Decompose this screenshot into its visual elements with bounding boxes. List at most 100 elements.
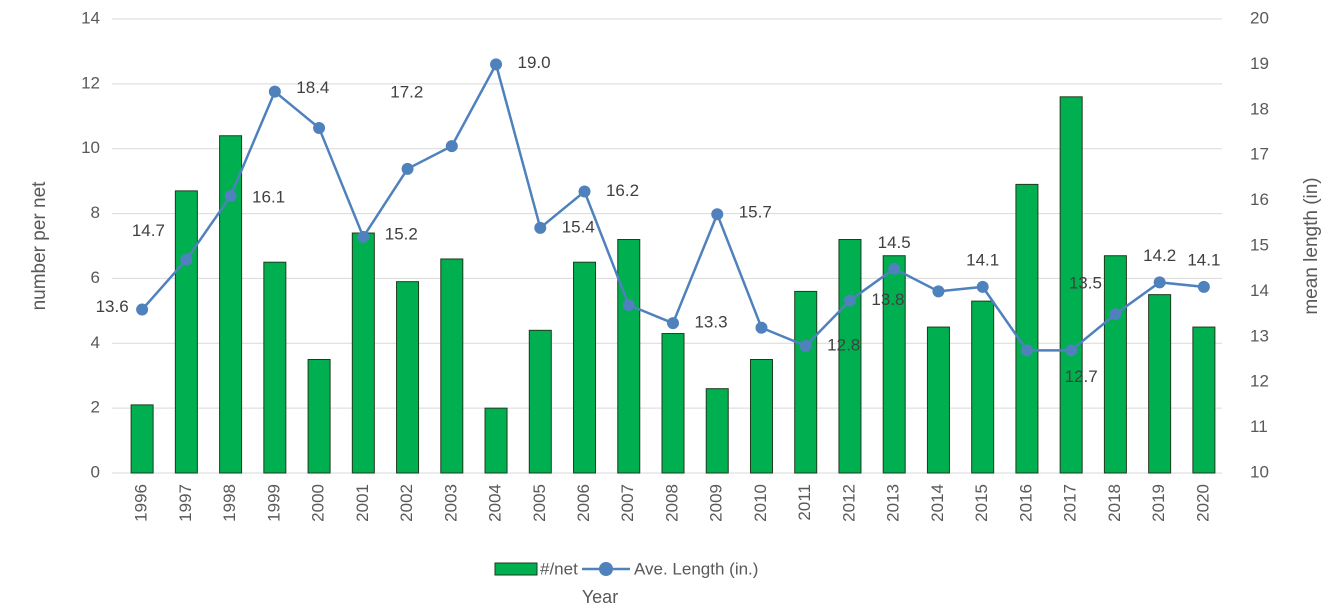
legend-marker (599, 562, 613, 576)
data-label: 15.2 (385, 224, 418, 243)
y-tick-label: 0 (91, 462, 100, 481)
bar (219, 135, 243, 474)
line-marker (136, 303, 149, 316)
bar (661, 333, 685, 474)
bar (926, 326, 950, 474)
bar (971, 300, 995, 474)
data-label: 15.4 (562, 217, 595, 236)
bar (351, 232, 375, 474)
line (141, 61, 1205, 352)
bar (174, 190, 198, 474)
y2-tick-label: 13 (1250, 326, 1269, 345)
bar (838, 239, 862, 474)
x-tick-label: 2016 (1016, 484, 1035, 522)
line-marker (888, 262, 901, 275)
y-tick-label: 12 (81, 73, 100, 92)
x-axis-title: Year (582, 587, 618, 607)
data-label: 12.8 (827, 335, 860, 354)
y2-tick-label: 18 (1250, 99, 1269, 118)
y2-tick-label: 10 (1250, 462, 1269, 481)
data-label: 15.7 (739, 203, 772, 222)
bar (528, 329, 552, 474)
line-marker (1153, 276, 1166, 289)
x-tick-label: 2003 (441, 484, 460, 522)
line-marker (711, 208, 724, 221)
bar (307, 359, 331, 474)
x-tick-label: 2007 (618, 484, 637, 522)
x-tick-label: 1998 (220, 484, 239, 522)
y2-tick-label: 16 (1250, 190, 1269, 209)
data-label: 13.8 (871, 290, 904, 309)
legend-swatch (494, 562, 538, 576)
x-tick-label: 2010 (751, 484, 770, 522)
x-tick-label: 2017 (1061, 484, 1080, 522)
x-tick-label: 2006 (574, 484, 593, 522)
bar (130, 404, 154, 474)
data-label: 13.6 (96, 297, 129, 316)
bar (749, 359, 773, 474)
line-marker (401, 162, 414, 175)
line-marker (799, 339, 812, 352)
y2-tick-label: 15 (1250, 235, 1269, 254)
bar (1103, 255, 1127, 474)
line-marker (313, 121, 326, 134)
x-tick-label: 2009 (707, 484, 726, 522)
x-tick-label: 1999 (264, 484, 283, 522)
y2-tick-label: 11 (1250, 417, 1268, 436)
x-tick-label: 2004 (486, 484, 505, 522)
x-tick-label: 2018 (1105, 484, 1124, 522)
y-tick-label: 8 (91, 203, 100, 222)
x-tick-label: 2012 (839, 484, 858, 522)
x-tick-label: 2000 (309, 484, 328, 522)
legend-label: #/net (540, 559, 578, 578)
y-axis-title: number per net (29, 181, 50, 311)
data-label: 14.2 (1143, 246, 1176, 265)
data-label: 12.7 (1065, 367, 1098, 386)
x-tick-label: 1997 (176, 484, 195, 522)
line-marker (1197, 280, 1210, 293)
x-tick-label: 2014 (928, 484, 947, 522)
line-marker (490, 58, 503, 71)
bar (617, 239, 641, 474)
data-label: 14.7 (132, 221, 165, 240)
x-tick-label: 1996 (132, 484, 151, 522)
line-marker (622, 299, 635, 312)
line-marker (1109, 308, 1122, 321)
data-label: 13.5 (1069, 274, 1102, 293)
y-tick-label: 14 (81, 8, 100, 27)
line-marker (445, 140, 458, 153)
line-marker (180, 253, 193, 266)
bar (1192, 326, 1216, 474)
bar (794, 290, 818, 474)
line-marker (976, 280, 989, 293)
x-tick-label: 2008 (662, 484, 681, 522)
line-marker (268, 85, 281, 98)
line-marker (357, 230, 370, 243)
x-tick-label: 2015 (972, 484, 991, 522)
data-label: 13.3 (694, 313, 727, 332)
y2-tick-label: 14 (1250, 281, 1269, 300)
line-marker (932, 285, 945, 298)
y2-tick-label: 20 (1250, 8, 1269, 27)
bar (263, 261, 287, 474)
line-marker (843, 294, 856, 307)
bar (440, 258, 464, 474)
x-tick-label: 2011 (795, 484, 814, 521)
y-tick-label: 10 (81, 138, 100, 157)
x-tick-label: 2001 (353, 484, 372, 522)
legend-label: Ave. Length (in.) (634, 559, 758, 578)
data-label: 19.0 (517, 53, 550, 72)
y-tick-label: 2 (91, 398, 100, 417)
data-label: 14.1 (1187, 250, 1220, 269)
y2-tick-label: 12 (1250, 372, 1269, 391)
bar (484, 407, 508, 474)
bar (705, 388, 729, 474)
line-marker (667, 317, 679, 330)
y-tick-label: 4 (91, 333, 100, 352)
data-label: 14.5 (878, 233, 911, 252)
x-tick-label: 2013 (884, 484, 903, 522)
bar (573, 261, 597, 474)
line-marker (755, 321, 768, 334)
x-tick-label: 2019 (1149, 484, 1168, 522)
